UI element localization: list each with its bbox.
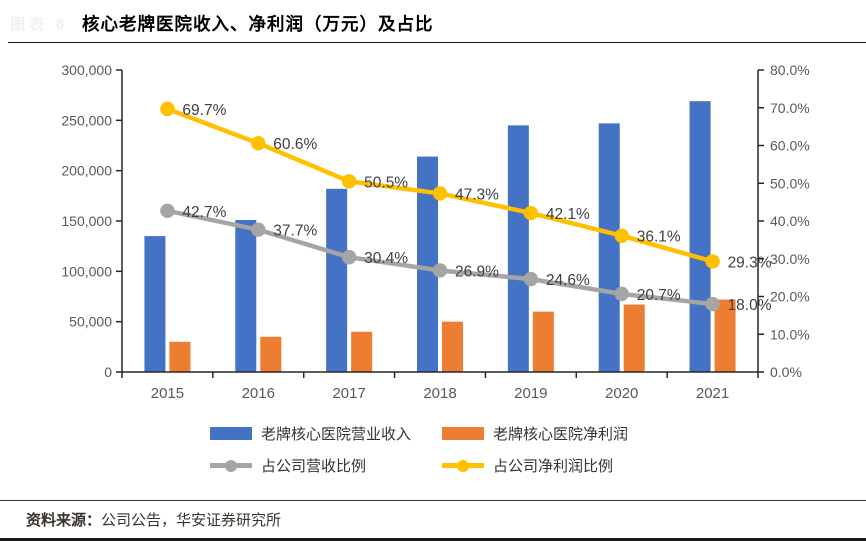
svg-text:47.3%: 47.3% <box>455 186 499 203</box>
source-text: 公司公告，华安证券研究所 <box>101 512 282 529</box>
svg-text:70.0%: 70.0% <box>770 100 810 116</box>
legend-item-profit-share: 占公司净利润比例 <box>442 455 628 476</box>
legend-item-revenue-share: 占公司营收比例 <box>210 455 442 476</box>
svg-text:200,000: 200,000 <box>61 163 112 179</box>
svg-text:2018: 2018 <box>423 385 456 402</box>
svg-text:0.0%: 0.0% <box>770 364 802 380</box>
svg-text:2021: 2021 <box>696 385 729 402</box>
legend-label-profit: 老牌核心医院净利润 <box>493 426 629 443</box>
svg-text:42.1%: 42.1% <box>546 206 590 223</box>
svg-text:69.7%: 69.7% <box>182 102 226 119</box>
figure-number-watermark: 图表 8 <box>10 16 69 33</box>
profit-share-line-swatch-icon <box>442 459 484 472</box>
svg-text:250,000: 250,000 <box>61 112 112 128</box>
svg-text:18.0%: 18.0% <box>728 297 772 314</box>
source-label: 资料来源： <box>26 512 102 529</box>
svg-text:30.4%: 30.4% <box>364 250 408 267</box>
svg-text:29.3%: 29.3% <box>728 254 772 271</box>
svg-text:24.6%: 24.6% <box>546 272 590 289</box>
svg-text:2020: 2020 <box>605 385 638 402</box>
svg-text:50,000: 50,000 <box>69 314 112 330</box>
legend-item-revenue: 老牌核心医院营业收入 <box>210 423 442 444</box>
svg-text:0: 0 <box>104 364 112 380</box>
svg-text:60.6%: 60.6% <box>273 136 317 153</box>
source-divider <box>0 500 866 501</box>
legend-item-profit: 老牌核心医院净利润 <box>442 423 628 444</box>
svg-text:20.0%: 20.0% <box>770 289 810 305</box>
svg-text:60.0%: 60.0% <box>770 138 810 154</box>
svg-text:150,000: 150,000 <box>61 213 112 229</box>
svg-text:2017: 2017 <box>332 385 365 402</box>
revenue-bar-swatch-icon <box>210 427 252 440</box>
legend: 老牌核心医院营业收入 老牌核心医院净利润 占公司营收比例 占公司净利润比例 <box>210 423 628 476</box>
revenue-share-line-swatch-icon <box>210 459 252 472</box>
svg-text:2016: 2016 <box>242 385 275 402</box>
svg-text:36.1%: 36.1% <box>637 229 681 246</box>
svg-text:300,000: 300,000 <box>61 62 112 78</box>
svg-text:50.0%: 50.0% <box>770 175 810 191</box>
chart-title: 核心老牌医院收入、净利润（万元）及占比 <box>82 14 434 34</box>
svg-text:10.0%: 10.0% <box>770 326 810 342</box>
svg-text:37.7%: 37.7% <box>273 223 317 240</box>
svg-text:30.0%: 30.0% <box>770 251 810 267</box>
legend-label-profit-share: 占公司净利润比例 <box>493 458 614 475</box>
svg-text:20.7%: 20.7% <box>637 287 681 304</box>
legend-label-revenue-share: 占公司营收比例 <box>261 458 367 475</box>
svg-text:50.5%: 50.5% <box>364 174 408 191</box>
svg-text:26.9%: 26.9% <box>455 263 499 280</box>
title-underline <box>8 42 866 43</box>
svg-text:42.7%: 42.7% <box>182 204 226 221</box>
profit-bar-swatch-icon <box>442 427 484 440</box>
legend-label-revenue: 老牌核心医院营业收入 <box>261 426 412 443</box>
source-note: 资料来源：公司公告，华安证券研究所 <box>26 509 281 530</box>
svg-text:2015: 2015 <box>151 385 184 402</box>
svg-text:2019: 2019 <box>514 385 547 402</box>
svg-text:80.0%: 80.0% <box>770 62 810 78</box>
svg-text:100,000: 100,000 <box>61 263 112 279</box>
bottom-border <box>0 538 866 541</box>
svg-text:40.0%: 40.0% <box>770 213 810 229</box>
